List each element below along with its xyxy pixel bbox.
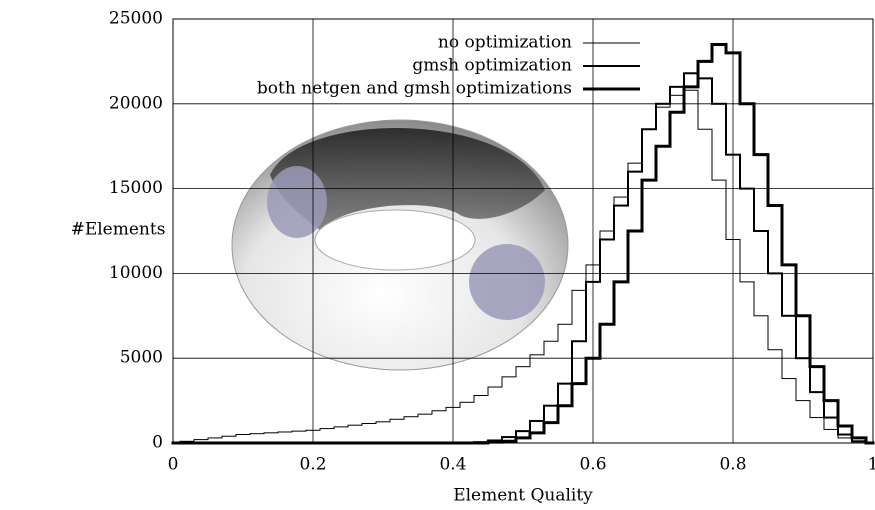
x-axis-label: Element Quality	[453, 486, 593, 506]
y-tick-label: 20000	[109, 93, 163, 113]
torus-illustration	[231, 119, 569, 371]
plot-frame	[172, 18, 874, 444]
y-tick-label: 10000	[109, 263, 163, 283]
x-tick-label: 0.6	[579, 455, 606, 475]
legend-label: gmsh optimization	[412, 56, 572, 76]
x-tick-label: 0.2	[299, 455, 326, 475]
y-tick-label: 0	[152, 433, 163, 453]
y-tick-label: 5000	[120, 348, 163, 368]
x-tick-label: 0	[168, 455, 179, 475]
legend-label: both netgen and gmsh optimizations	[257, 79, 572, 99]
y-tick-label: 25000	[109, 9, 163, 29]
x-tick-label: 0.8	[719, 455, 746, 475]
legend-label: no optimization	[438, 33, 572, 53]
step-riser	[486, 44, 868, 443]
x-tick-label: 0.4	[439, 455, 466, 475]
y-axis-label: #Elements	[71, 220, 166, 240]
y-tick-label: 15000	[109, 178, 163, 198]
x-tick-label: 1	[868, 455, 875, 475]
